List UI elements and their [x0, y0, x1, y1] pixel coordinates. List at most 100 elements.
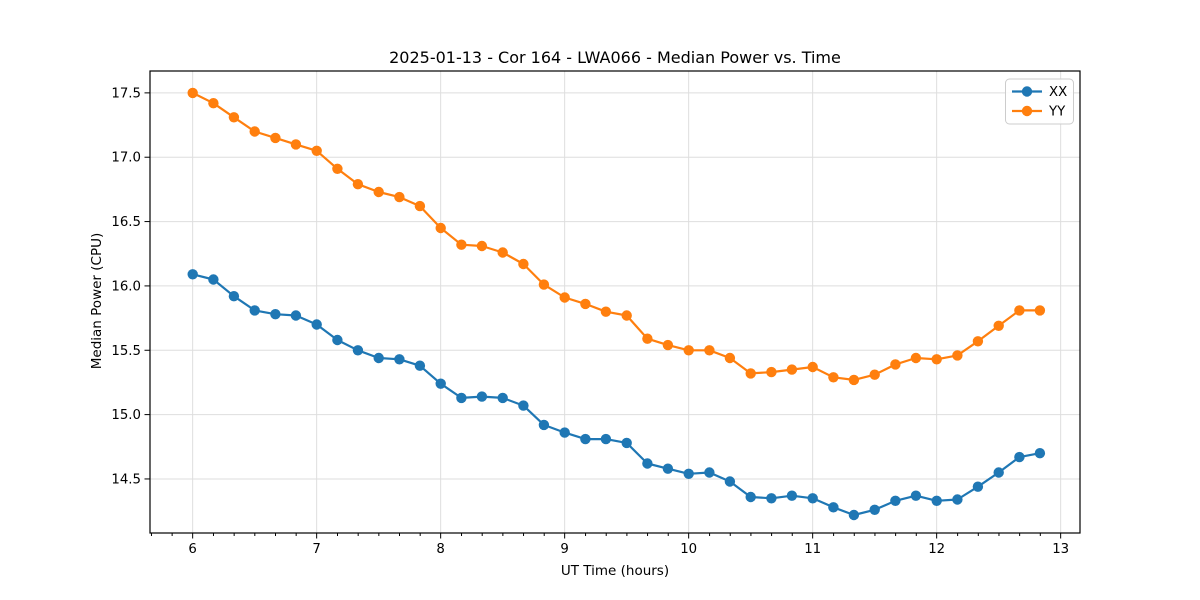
data-point-XX	[1014, 451, 1025, 463]
x-axis-label: UT Time (hours)	[560, 563, 670, 579]
data-point-YY	[869, 369, 880, 380]
data-point-YY	[290, 139, 302, 150]
data-point-XX	[476, 391, 488, 402]
data-point-YY	[683, 345, 694, 356]
legend-label: YY	[1048, 105, 1066, 120]
data-point-XX	[972, 481, 984, 492]
x-tick-label: 6	[188, 542, 196, 557]
data-point-YY	[394, 191, 405, 203]
data-point-XX	[580, 433, 591, 445]
data-point-YY	[745, 368, 756, 379]
x-tick-label: 12	[928, 542, 945, 557]
data-point-YY	[993, 320, 1004, 331]
data-point-YY	[828, 372, 839, 383]
x-tick-label: 13	[1052, 542, 1069, 557]
data-point-XX	[228, 291, 240, 302]
data-point-XX	[910, 490, 922, 501]
data-point-YY	[332, 163, 343, 174]
data-point-XX	[559, 427, 570, 438]
data-point-XX	[435, 378, 446, 389]
data-point-XX	[518, 400, 529, 411]
data-point-YY	[704, 345, 715, 356]
data-point-YY	[724, 352, 736, 364]
data-point-XX	[311, 319, 322, 330]
x-tick-label: 9	[560, 542, 568, 557]
y-tick-label: 15.0	[111, 408, 141, 423]
data-point-YY	[311, 145, 322, 156]
data-point-XX	[993, 467, 1004, 478]
data-point-XX	[848, 509, 860, 521]
data-point-YY	[518, 258, 529, 270]
data-point-YY	[807, 361, 818, 373]
data-point-XX	[807, 493, 818, 504]
x-tick-label: 8	[436, 542, 444, 557]
data-point-XX	[456, 392, 467, 404]
data-point-YY	[497, 247, 508, 258]
data-point-YY	[435, 222, 446, 234]
legend: XX YY	[1005, 78, 1074, 125]
data-point-XX	[600, 433, 612, 445]
data-point-YY	[890, 359, 901, 370]
data-point-XX	[869, 504, 880, 515]
data-point-YY	[559, 292, 570, 303]
data-point-XX	[745, 491, 756, 503]
data-point-XX	[394, 354, 405, 365]
data-point-YY	[476, 240, 488, 252]
data-point-XX	[704, 467, 715, 478]
data-point-XX	[890, 495, 901, 506]
y-tick-label: 17.5	[111, 86, 141, 101]
data-point-XX	[290, 310, 302, 321]
data-point-XX	[931, 495, 942, 506]
x-tick-label: 11	[804, 542, 821, 557]
data-point-YY	[1034, 305, 1046, 316]
data-point-XX	[766, 493, 777, 504]
legend-label: XX	[1049, 85, 1067, 100]
data-point-YY	[931, 354, 942, 365]
data-point-XX	[724, 476, 736, 487]
data-point-XX	[683, 468, 694, 479]
data-point-XX	[497, 392, 508, 404]
data-point-YY	[1014, 305, 1025, 316]
data-point-YY	[621, 310, 632, 321]
data-point-YY	[208, 98, 219, 109]
data-point-YY	[352, 179, 364, 190]
x-tick-label: 10	[680, 542, 697, 557]
legend-item-XX: XX	[1012, 85, 1067, 100]
data-point-YY	[600, 306, 612, 317]
axes-frame	[149, 70, 1081, 534]
data-point-XX	[270, 309, 281, 320]
data-point-XX	[249, 305, 260, 316]
data-point-YY	[373, 186, 384, 198]
data-point-YY	[766, 366, 777, 378]
data-point-YY	[952, 350, 963, 361]
x-tick-label: 7	[312, 542, 320, 557]
data-point-YY	[228, 112, 240, 123]
data-point-XX	[373, 352, 384, 364]
y-tick-label: 16.0	[111, 279, 141, 294]
data-point-YY	[538, 279, 550, 290]
data-point-XX	[662, 463, 674, 474]
data-point-XX	[621, 437, 632, 449]
data-point-YY	[187, 87, 198, 99]
data-point-YY	[456, 239, 467, 250]
data-point-XX	[208, 274, 219, 285]
y-tick-label: 16.5	[111, 215, 141, 230]
data-point-XX	[538, 419, 550, 431]
legend-marker-icon	[1021, 105, 1033, 117]
data-point-YY	[249, 126, 260, 137]
data-point-XX	[332, 334, 343, 346]
legend-marker-icon	[1021, 86, 1033, 97]
data-point-YY	[414, 200, 426, 212]
data-point-XX	[414, 360, 426, 371]
series-line-YY	[191, 91, 1042, 381]
data-point-XX	[642, 458, 653, 469]
data-point-YY	[270, 132, 281, 144]
data-point-XX	[187, 269, 198, 280]
data-point-XX	[352, 345, 364, 356]
data-point-YY	[662, 339, 674, 351]
legend-item-YY: YY	[1012, 105, 1066, 120]
data-point-YY	[580, 298, 591, 310]
data-point-XX	[828, 502, 839, 513]
